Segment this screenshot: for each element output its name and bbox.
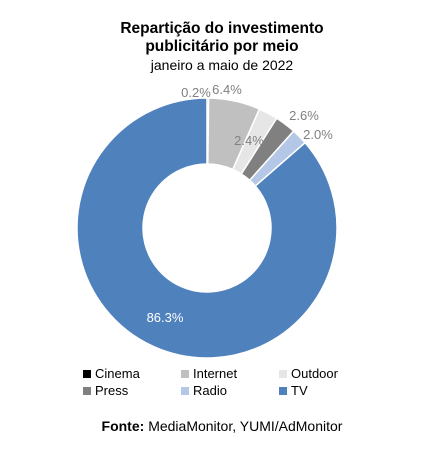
chart-subtitle: janeiro a maio de 2022 [150, 57, 294, 73]
legend-swatch [83, 369, 91, 378]
legend-item-internet: Internet [181, 366, 279, 381]
legend-label: Internet [193, 366, 238, 381]
data-label-outdoor: 2.4% [234, 133, 264, 148]
data-label-radio: 2.0% [303, 127, 333, 142]
legend-swatch [83, 386, 91, 395]
legend-item-outdoor: Outdoor [279, 366, 377, 381]
data-label-cinema: 0.2% [181, 85, 211, 100]
legend-item-cinema: Cinema [83, 366, 181, 381]
source-note: Fonte: MediaMonitor, YUMI/AdMonitor [0, 418, 444, 434]
chart-titles: Repartição do investimento publicitário … [0, 20, 444, 74]
legend-swatch [181, 369, 189, 378]
legend-swatch [279, 369, 287, 378]
chart-title-line-1: Repartição do investimento [120, 20, 324, 37]
legend: Cinema Internet Outdoor Press Radio TV [83, 366, 383, 398]
legend-swatch [279, 386, 287, 395]
data-label-tv: 86.3% [147, 310, 184, 325]
legend-label: Press [95, 383, 129, 398]
legend-item-radio: Radio [181, 383, 279, 398]
source-text: MediaMonitor, YUMI/AdMonitor [148, 418, 343, 434]
data-label-press: 2.6% [289, 108, 319, 123]
source-label: Fonte: [101, 418, 145, 434]
legend-swatch [181, 386, 189, 395]
legend-label: Cinema [95, 366, 140, 381]
legend-label: Radio [193, 383, 227, 398]
legend-label: TV [291, 383, 308, 398]
slice-tv [76, 97, 338, 359]
legend-label: Outdoor [291, 366, 338, 381]
chart-title-line-2: publicitário por meio [145, 38, 299, 55]
data-label-internet: 6.4% [212, 82, 242, 97]
legend-item-tv: TV [279, 383, 377, 398]
legend-item-press: Press [83, 383, 181, 398]
